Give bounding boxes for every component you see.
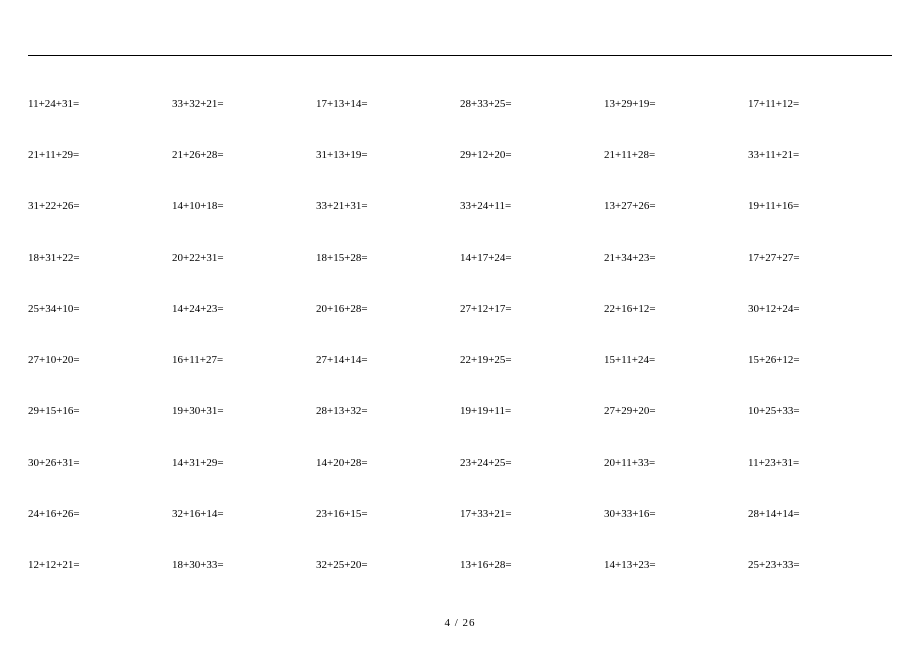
problem-cell: 21+26+28= — [172, 149, 316, 161]
problem-cell: 14+31+29= — [172, 457, 316, 469]
problem-cell: 14+24+23= — [172, 303, 316, 315]
problem-cell: 21+11+28= — [604, 149, 748, 161]
problem-cell: 14+17+24= — [460, 252, 604, 264]
problem-cell: 30+12+24= — [748, 303, 892, 315]
problem-cell: 29+12+20= — [460, 149, 604, 161]
problem-cell: 16+11+27= — [172, 354, 316, 366]
problem-grid: 11+24+31=33+32+21=17+13+14=28+33+25=13+2… — [28, 78, 892, 591]
top-rule — [28, 55, 892, 56]
problem-cell: 13+27+26= — [604, 200, 748, 212]
problem-cell: 31+13+19= — [316, 149, 460, 161]
problem-cell: 28+14+14= — [748, 508, 892, 520]
problem-cell: 14+10+18= — [172, 200, 316, 212]
problem-cell: 13+29+19= — [604, 98, 748, 110]
problem-cell: 11+23+31= — [748, 457, 892, 469]
problem-cell: 27+12+17= — [460, 303, 604, 315]
problem-cell: 17+11+12= — [748, 98, 892, 110]
problem-cell: 27+14+14= — [316, 354, 460, 366]
problem-cell: 33+21+31= — [316, 200, 460, 212]
problem-cell: 15+11+24= — [604, 354, 748, 366]
problem-cell: 17+13+14= — [316, 98, 460, 110]
worksheet-page: 11+24+31=33+32+21=17+13+14=28+33+25=13+2… — [0, 0, 920, 651]
problem-cell: 28+33+25= — [460, 98, 604, 110]
problem-cell: 33+24+11= — [460, 200, 604, 212]
problem-cell: 11+24+31= — [28, 98, 172, 110]
problem-cell: 22+16+12= — [604, 303, 748, 315]
page-number: 4 / 26 — [0, 617, 920, 629]
problem-cell: 30+26+31= — [28, 457, 172, 469]
problem-cell: 25+23+33= — [748, 559, 892, 571]
problem-cell: 20+11+33= — [604, 457, 748, 469]
problem-cell: 20+22+31= — [172, 252, 316, 264]
problem-cell: 20+16+28= — [316, 303, 460, 315]
problem-cell: 18+30+33= — [172, 559, 316, 571]
problem-cell: 17+33+21= — [460, 508, 604, 520]
problem-cell: 32+25+20= — [316, 559, 460, 571]
problem-cell: 13+16+28= — [460, 559, 604, 571]
problem-cell: 30+33+16= — [604, 508, 748, 520]
problem-cell: 18+15+28= — [316, 252, 460, 264]
problem-cell: 21+34+23= — [604, 252, 748, 264]
problem-cell: 29+15+16= — [28, 405, 172, 417]
problem-cell: 25+34+10= — [28, 303, 172, 315]
problem-cell: 27+10+20= — [28, 354, 172, 366]
problem-cell: 31+22+26= — [28, 200, 172, 212]
problem-cell: 27+29+20= — [604, 405, 748, 417]
problem-cell: 12+12+21= — [28, 559, 172, 571]
problem-cell: 32+16+14= — [172, 508, 316, 520]
problem-cell: 22+19+25= — [460, 354, 604, 366]
problem-cell: 15+26+12= — [748, 354, 892, 366]
problem-cell: 33+11+21= — [748, 149, 892, 161]
problem-cell: 19+19+11= — [460, 405, 604, 417]
problem-cell: 19+30+31= — [172, 405, 316, 417]
problem-cell: 23+16+15= — [316, 508, 460, 520]
problem-cell: 24+16+26= — [28, 508, 172, 520]
problem-cell: 14+13+23= — [604, 559, 748, 571]
problem-cell: 23+24+25= — [460, 457, 604, 469]
problem-cell: 18+31+22= — [28, 252, 172, 264]
problem-cell: 17+27+27= — [748, 252, 892, 264]
problem-cell: 10+25+33= — [748, 405, 892, 417]
problem-cell: 19+11+16= — [748, 200, 892, 212]
problem-cell: 14+20+28= — [316, 457, 460, 469]
problem-cell: 33+32+21= — [172, 98, 316, 110]
problem-cell: 21+11+29= — [28, 149, 172, 161]
problem-cell: 28+13+32= — [316, 405, 460, 417]
